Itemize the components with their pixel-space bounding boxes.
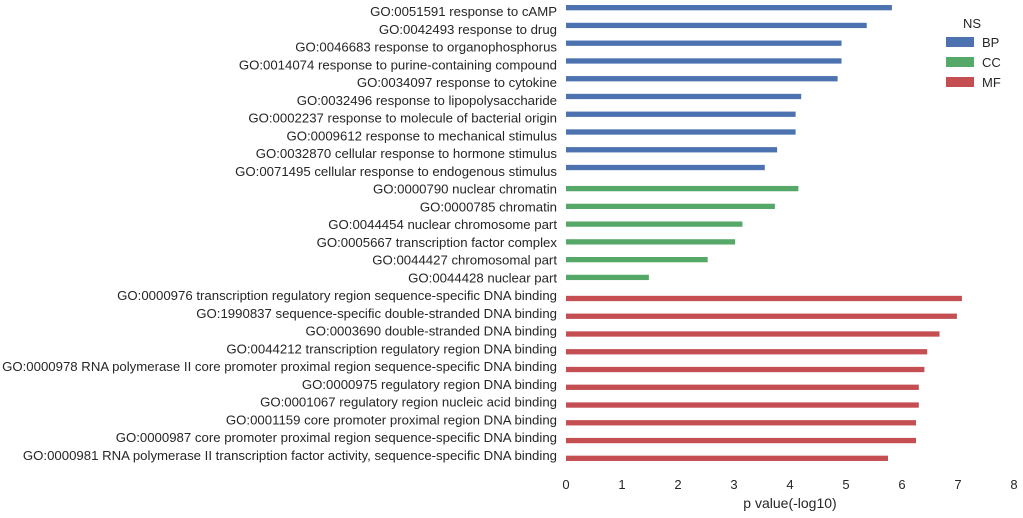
category-label-0: GO:0051591 response to cAMP <box>370 4 557 19</box>
category-label-11: GO:0000785 chromatin <box>420 199 557 214</box>
category-label-16: GO:0000976 transcription regulatory regi… <box>117 288 557 303</box>
category-label-25: GO:0000981 RNA polymerase II transcripti… <box>23 448 557 463</box>
bar-bp-0 <box>566 5 892 11</box>
bar-bp-9 <box>566 164 765 171</box>
bar-bp-3 <box>566 58 842 64</box>
bar-mf-24 <box>566 437 916 444</box>
bar-bp-8 <box>566 147 778 153</box>
bar-mf-17 <box>566 313 957 319</box>
bar-mf-25 <box>566 455 888 461</box>
category-labels-group: GO:0051591 response to cAMP GO:0042493 re… <box>2 4 557 463</box>
category-label-1: GO:0042493 response to drug <box>379 22 557 37</box>
legend-label-cc: CC <box>982 55 1001 70</box>
category-label-10: GO:0000790 nuclear chromatin <box>373 182 557 197</box>
bar-cc-13 <box>566 239 736 245</box>
category-label-9: GO:0071495 cellular response to endogeno… <box>235 164 557 179</box>
category-label-14: GO:0044427 chromosomal part <box>372 253 557 268</box>
category-label-13: GO:0005667 transcription factor complex <box>317 235 558 250</box>
bar-mf-23 <box>566 420 916 426</box>
bar-bp-2 <box>566 40 842 46</box>
bar-bp-5 <box>566 93 802 100</box>
legend-swatch-cc <box>946 57 974 67</box>
bar-cc-11 <box>566 203 775 210</box>
bar-cc-14 <box>566 256 708 263</box>
category-label-19: GO:0044212 transcription regulatory regi… <box>226 341 557 356</box>
bar-mf-21 <box>566 384 919 390</box>
bar-mf-18 <box>566 331 940 337</box>
category-label-23: GO:0001159 core promoter proximal region… <box>226 412 557 427</box>
x-axis: 0 1 2 3 4 5 6 7 8 <box>562 477 1017 492</box>
x-tick-label-1: 1 <box>618 477 625 492</box>
category-label-21: GO:0000975 regulatory region DNA binding <box>302 377 557 392</box>
category-label-22: GO:0001067 regulatory region nucleic aci… <box>260 395 557 410</box>
bars-group <box>566 5 962 461</box>
category-label-15: GO:0044428 nuclear part <box>408 270 557 285</box>
category-label-17: GO:1990837 sequence-specific double-stra… <box>196 306 557 321</box>
x-tick-label-5: 5 <box>842 477 849 492</box>
x-tick-label-8: 8 <box>1010 477 1017 492</box>
x-tick-label-7: 7 <box>954 477 961 492</box>
category-label-2: GO:0046683 response to organophosphorus <box>295 40 557 55</box>
legend: NS BP CC MF <box>946 16 1001 90</box>
x-tick-label-6: 6 <box>898 477 905 492</box>
category-label-18: GO:0003690 double-stranded DNA binding <box>306 324 557 339</box>
category-label-8: GO:0032870 cellular response to hormone … <box>256 146 558 161</box>
category-label-20: GO:0000978 RNA polymerase II core promot… <box>2 359 557 374</box>
bar-bp-7 <box>566 129 796 135</box>
category-label-4: GO:0034097 response to cytokine <box>357 75 557 90</box>
bar-cc-12 <box>566 221 743 227</box>
x-tick-label-4: 4 <box>786 477 793 492</box>
category-label-6: GO:0002237 response to molecule of bacte… <box>248 111 557 126</box>
category-label-3: GO:0014074 response to purine-containing… <box>239 57 557 72</box>
x-axis-label: p value(-log10) <box>743 495 836 511</box>
category-label-12: GO:0044454 nuclear chromosome part <box>328 217 557 232</box>
bar-bp-1 <box>566 22 867 29</box>
x-tick-label-3: 3 <box>730 477 737 492</box>
legend-swatch-bp <box>946 37 974 47</box>
bar-cc-10 <box>566 185 799 192</box>
category-label-5: GO:0032496 response to lipopolysaccharid… <box>297 93 557 108</box>
category-label-24: GO:0000987 core promoter proximal region… <box>116 430 557 445</box>
legend-title: NS <box>963 16 981 31</box>
x-tick-label-2: 2 <box>674 477 681 492</box>
bar-cc-15 <box>566 274 649 281</box>
bar-mf-19 <box>566 349 928 355</box>
legend-label-bp: BP <box>982 35 999 50</box>
bar-bp-4 <box>566 76 838 82</box>
bar-mf-16 <box>566 295 962 302</box>
legend-label-mf: MF <box>982 75 1001 90</box>
x-tick-label-0: 0 <box>562 477 569 492</box>
category-label-7: GO:0009612 response to mechanical stimul… <box>287 128 558 143</box>
bar-bp-6 <box>566 111 796 117</box>
bar-mf-22 <box>566 402 919 408</box>
bar-mf-20 <box>566 366 925 373</box>
legend-swatch-mf <box>946 77 974 87</box>
